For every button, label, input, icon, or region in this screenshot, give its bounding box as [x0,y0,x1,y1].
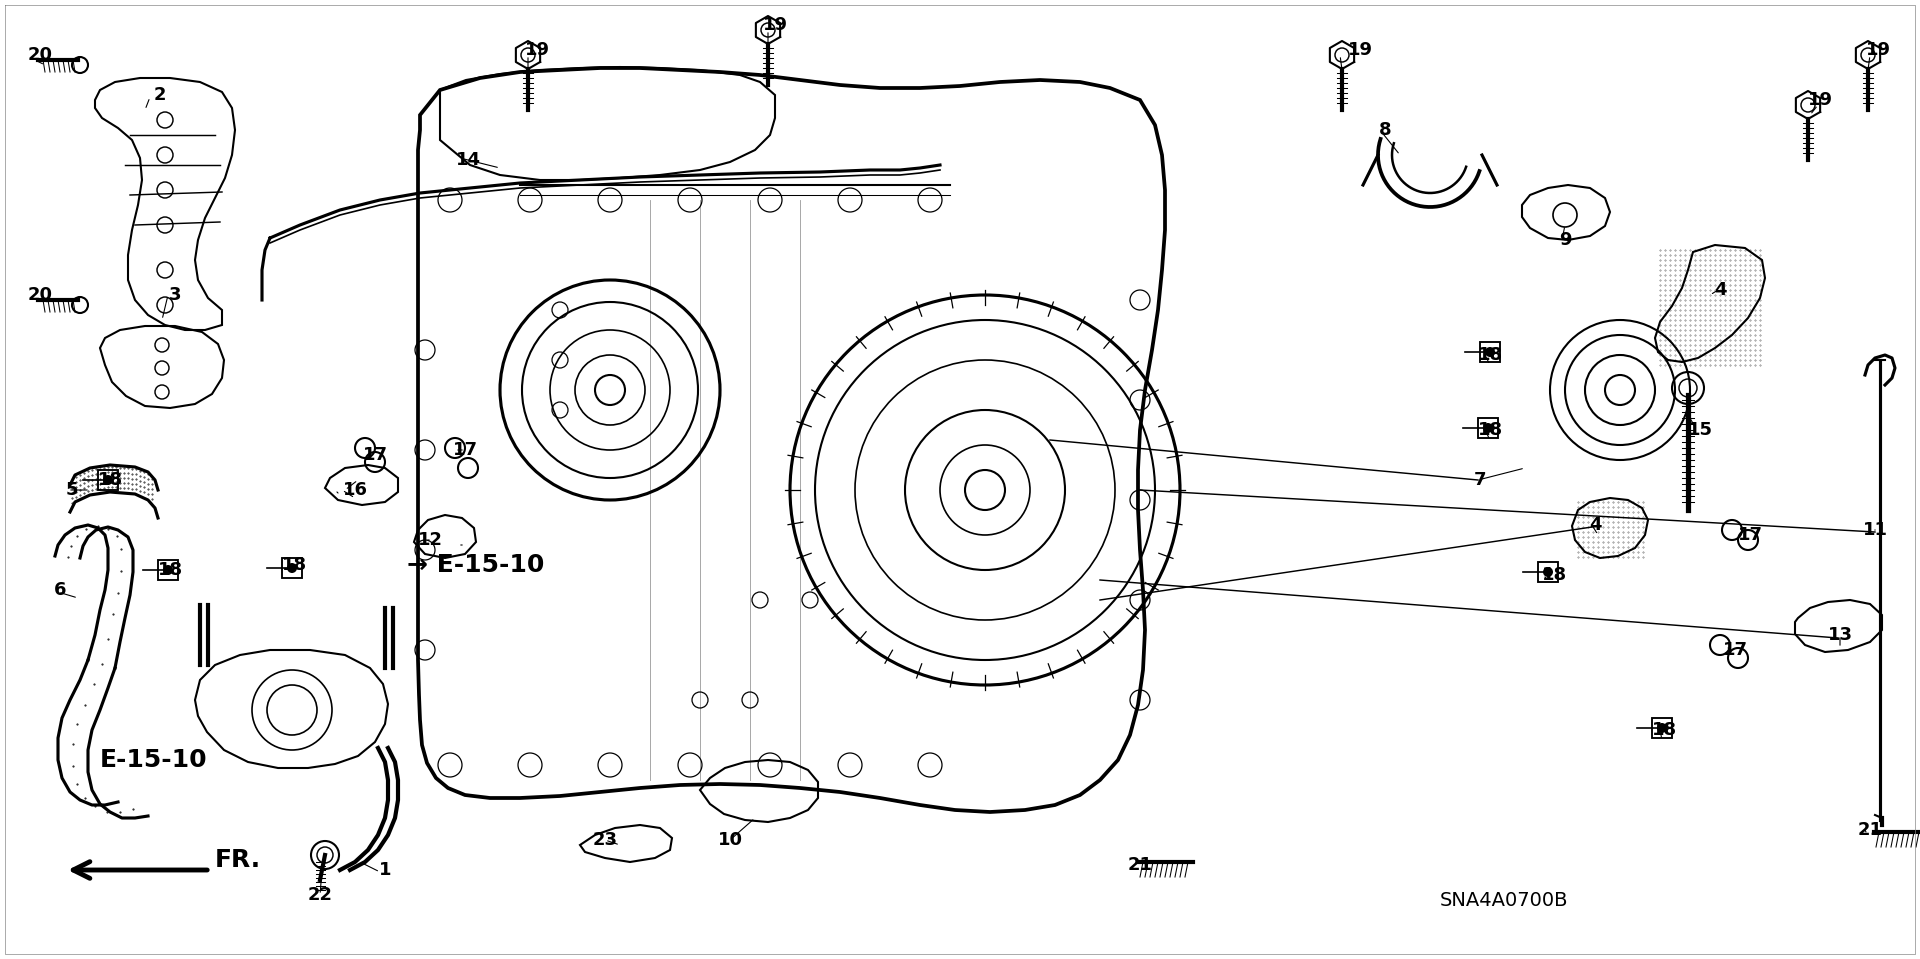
Text: 3: 3 [169,286,180,304]
Text: 13: 13 [1828,626,1853,644]
Text: 5: 5 [65,481,79,499]
Text: 11: 11 [1862,521,1887,539]
Text: 18: 18 [282,556,307,574]
Text: 18: 18 [98,471,123,489]
Bar [157,560,179,580]
Text: 19: 19 [1348,41,1373,59]
Text: 8: 8 [1379,121,1392,139]
Text: 20: 20 [27,286,52,304]
Text: 21: 21 [1857,821,1882,839]
Text: 20: 20 [27,46,52,64]
Bar [1478,418,1498,438]
Text: 2: 2 [154,86,167,104]
Text: 9: 9 [1559,231,1571,249]
Circle shape [1544,567,1553,577]
Text: 21: 21 [1127,856,1152,874]
Text: 18: 18 [1542,566,1567,584]
Bar [1651,718,1672,738]
Text: 4: 4 [1715,281,1726,299]
Text: 14: 14 [455,151,480,169]
Text: 10: 10 [718,831,743,849]
Text: 1: 1 [378,861,392,879]
Text: 17: 17 [453,441,478,459]
Text: 4: 4 [1588,516,1601,534]
Text: → E-15-10: → E-15-10 [407,553,545,577]
Text: 18: 18 [1653,721,1678,739]
Text: FR.: FR. [215,848,261,872]
Text: 17: 17 [363,446,388,464]
Text: 23: 23 [593,831,618,849]
Text: 17: 17 [1722,641,1747,659]
Text: 15: 15 [1688,421,1713,439]
Circle shape [1657,723,1667,733]
Text: 17: 17 [1738,526,1763,544]
Text: 22: 22 [307,886,332,904]
Circle shape [1482,423,1494,433]
Text: 19: 19 [524,41,549,59]
Bar [1480,342,1500,362]
Text: SNA4A0700B: SNA4A0700B [1440,891,1569,909]
Bar [282,558,301,578]
Text: E-15-10: E-15-10 [100,748,207,772]
Circle shape [163,565,173,575]
Text: 18: 18 [1476,421,1503,439]
Text: 16: 16 [342,481,367,499]
Text: 18: 18 [157,561,182,579]
Text: 7: 7 [1475,471,1486,489]
Text: 19: 19 [762,16,787,34]
Text: 19: 19 [1807,91,1832,109]
Text: 18: 18 [1476,346,1503,364]
Text: 6: 6 [54,581,67,599]
Text: 19: 19 [1866,41,1891,59]
Bar [98,470,117,490]
Bar [1538,562,1557,582]
Text: 12: 12 [417,531,442,549]
Circle shape [104,475,113,485]
Circle shape [1484,347,1496,357]
Circle shape [286,563,298,573]
